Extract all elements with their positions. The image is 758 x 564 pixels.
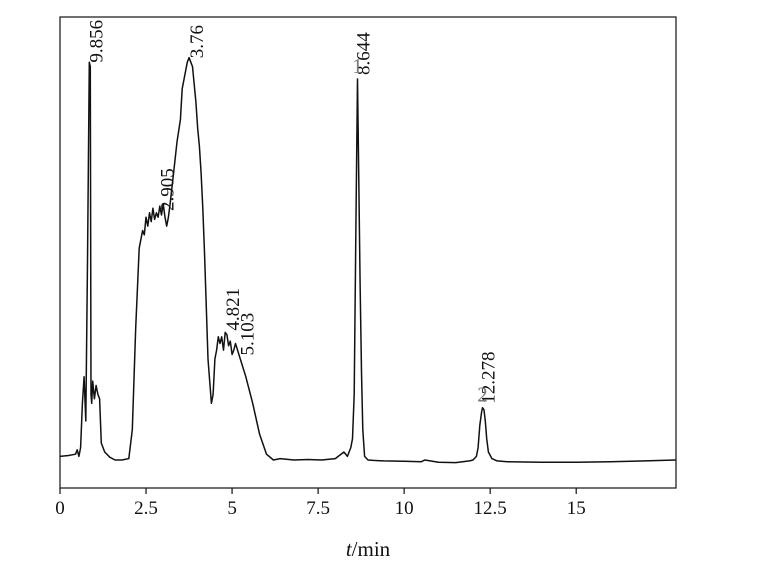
peak-number-2: 2: [477, 383, 488, 407]
x-tick-label-12-5: 12.5: [474, 498, 507, 519]
x-axis-label: t/min: [346, 537, 391, 561]
x-tick-label-0: 0: [55, 498, 65, 519]
chromatogram-trace-1: [59, 56, 677, 464]
peak-rt-label-2-905: 2.905: [158, 168, 179, 211]
peak-rt-label-4-821: 4.821: [223, 288, 244, 331]
x-axis-label-italic: t: [346, 537, 353, 561]
x-tick-label-15: 15: [567, 498, 586, 519]
x-axis-ticks: 0 2.5 5 7.5 10 12.5 15: [55, 488, 586, 519]
peak-rt-label-12-278: 12.278: [479, 351, 500, 403]
peak-rt-label-3-76: 3.76: [187, 25, 208, 58]
chromatogram-trace-layer: [59, 56, 677, 464]
x-tick-label-2-5: 2.5: [134, 498, 158, 519]
x-tick-label-7-5: 7.5: [306, 498, 330, 519]
x-tick-label-10: 10: [395, 498, 414, 519]
x-tick-label-5: 5: [227, 498, 237, 519]
peak-rt-label-9-856: 9.856: [86, 20, 107, 63]
peak-rt-label-5-103: 5.103: [238, 313, 259, 356]
plot-border: [59, 16, 677, 489]
peak-number-1: 1: [352, 54, 363, 78]
x-axis-label-unit: /min: [352, 537, 391, 561]
plot-frame: [59, 16, 677, 489]
peak-rt-label-8-644: 8.644: [354, 32, 375, 75]
